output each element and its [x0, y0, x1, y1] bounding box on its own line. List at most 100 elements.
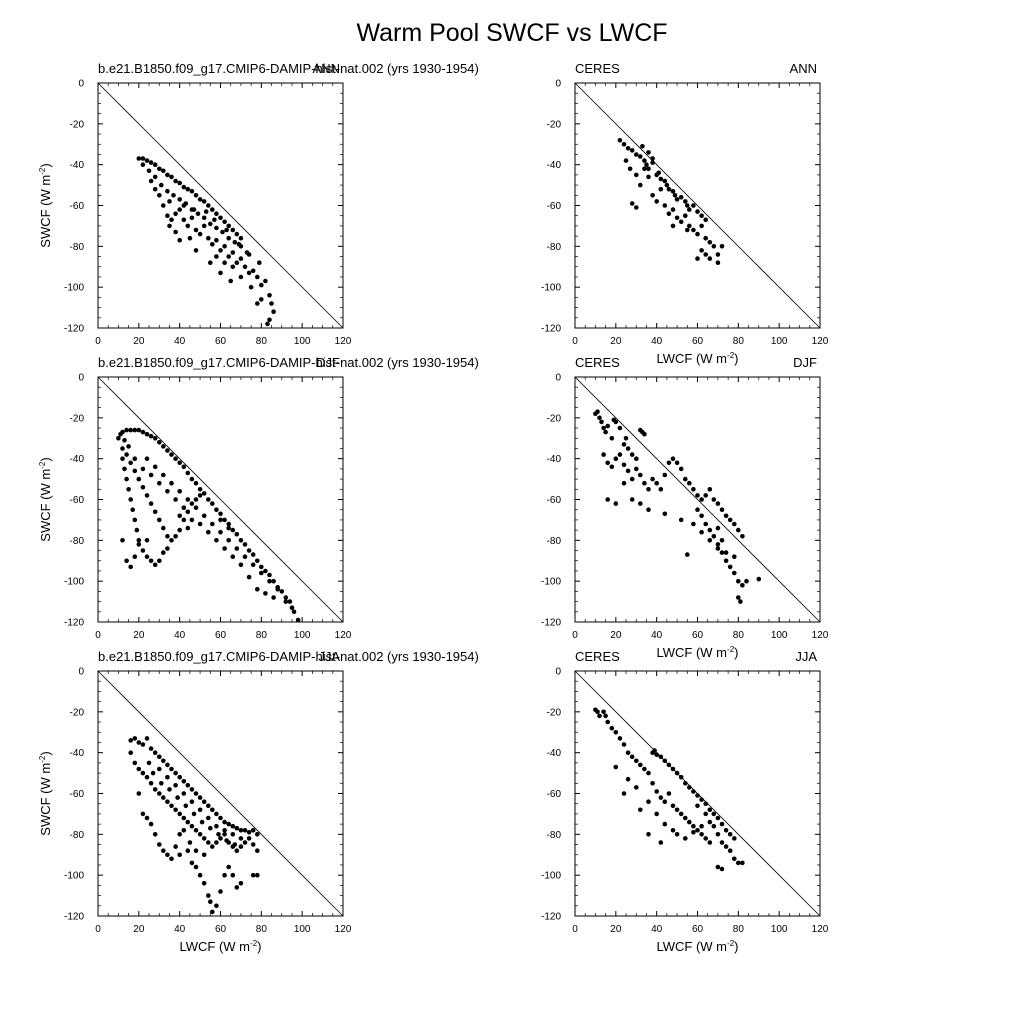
data-point — [128, 460, 133, 466]
data-point — [601, 452, 606, 457]
x-tick-label: 60 — [215, 630, 227, 641]
data-point — [634, 152, 639, 157]
data-point — [197, 231, 203, 237]
data-point — [165, 188, 170, 194]
data-point — [230, 823, 236, 829]
data-point — [670, 223, 676, 229]
x-tick-label: 40 — [651, 336, 663, 347]
data-point — [634, 172, 639, 178]
data-point — [621, 442, 627, 447]
data-point — [214, 507, 219, 512]
data-point — [664, 182, 670, 188]
data-point — [197, 872, 203, 878]
data-point — [703, 493, 708, 498]
data-point — [134, 527, 140, 533]
data-point — [629, 201, 635, 206]
data-point — [238, 562, 244, 568]
data-point — [157, 440, 162, 445]
data-point — [732, 554, 737, 559]
data-point — [650, 193, 655, 198]
data-point — [707, 819, 713, 825]
data-point — [283, 595, 289, 600]
data-point — [711, 244, 717, 249]
data-point — [136, 427, 142, 433]
data-point — [595, 409, 600, 415]
data-point — [715, 501, 721, 506]
data-point — [638, 762, 643, 768]
data-point — [238, 274, 244, 280]
data-point — [670, 207, 676, 212]
data-point — [246, 574, 252, 580]
data-point — [683, 815, 688, 821]
data-point — [711, 534, 717, 539]
data-point — [189, 823, 195, 829]
x-tick-label: 0 — [95, 630, 101, 641]
data-point — [132, 456, 138, 462]
x-tick-label: 20 — [610, 630, 622, 641]
x-axis-label: LWCF (W m-2) — [657, 939, 739, 954]
data-point — [691, 830, 696, 835]
data-point — [687, 223, 692, 229]
y-tick-label: -100 — [64, 283, 84, 294]
y-tick-label: -100 — [64, 577, 84, 588]
data-point — [175, 795, 180, 800]
data-point — [152, 787, 158, 792]
data-point — [609, 436, 615, 441]
data-point — [185, 525, 191, 531]
x-axis-label-unit: -2 — [727, 645, 735, 654]
data-point — [185, 186, 191, 192]
data-point — [208, 260, 213, 266]
data-point — [613, 730, 619, 735]
data-point — [744, 578, 749, 584]
data-point — [732, 521, 737, 527]
data-point — [222, 517, 227, 523]
data-point — [201, 223, 207, 229]
data-point — [169, 856, 174, 862]
data-point — [642, 480, 647, 486]
y-tick-label: -80 — [70, 830, 85, 841]
data-point — [601, 425, 606, 431]
data-point — [208, 221, 213, 227]
data-point — [193, 505, 199, 511]
data-point — [662, 178, 668, 184]
data-point — [136, 542, 142, 547]
data-point — [165, 774, 170, 780]
data-point — [157, 480, 162, 486]
data-point — [161, 525, 166, 531]
data-point — [711, 823, 717, 829]
data-point — [222, 244, 227, 249]
data-point — [197, 487, 203, 492]
data-point — [595, 709, 600, 715]
data-point — [715, 815, 721, 821]
x-tick-label: 120 — [335, 336, 352, 347]
data-point — [185, 848, 191, 853]
data-point — [226, 864, 231, 870]
data-point — [177, 489, 182, 494]
data-point — [666, 186, 672, 192]
data-point — [603, 713, 608, 719]
data-point — [687, 785, 692, 790]
data-point — [161, 550, 166, 555]
data-point — [707, 487, 713, 492]
data-point — [236, 242, 242, 247]
data-point — [642, 431, 647, 437]
data-point — [126, 444, 131, 449]
y-tick-label: -20 — [70, 413, 85, 424]
data-point — [226, 821, 231, 827]
data-point — [605, 497, 610, 502]
data-point — [181, 517, 187, 523]
data-point — [177, 460, 182, 466]
y-tick-label: -80 — [547, 242, 562, 253]
data-point — [736, 527, 741, 533]
data-point — [238, 836, 244, 841]
data-point — [259, 297, 264, 302]
data-point — [609, 725, 615, 731]
data-point — [691, 203, 696, 208]
data-point — [214, 225, 219, 231]
y-tick-label: -40 — [70, 160, 85, 171]
data-point — [144, 774, 150, 780]
data-point — [206, 815, 211, 821]
data-point — [658, 795, 664, 800]
data-point — [662, 758, 668, 764]
data-point — [124, 427, 129, 433]
